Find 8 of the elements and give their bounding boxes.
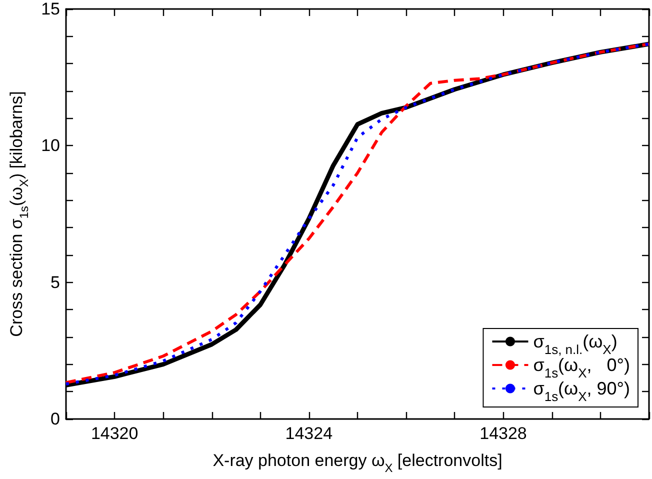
y-axis-title: Cross section σ1s(ωX) [kilobarns] — [7, 91, 31, 337]
y-tick-label: 0 — [50, 410, 60, 428]
y-tick-label: 15 — [41, 0, 60, 18]
x-tick-label: 14324 — [285, 424, 333, 443]
x-tick-label: 14328 — [480, 424, 527, 443]
y-tick-label: 5 — [50, 272, 60, 292]
x-tick-label: 14320 — [90, 424, 138, 443]
y-tick-label: 10 — [41, 136, 60, 156]
